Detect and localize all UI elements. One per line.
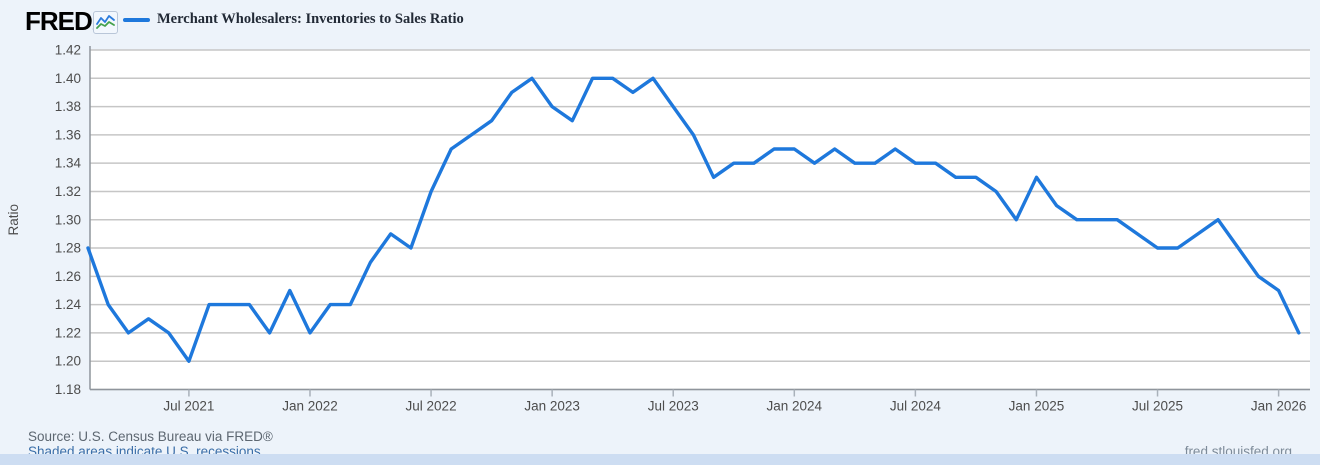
y-axis-title: Ratio bbox=[6, 204, 21, 236]
x-tick-label: Jan 2024 bbox=[767, 399, 823, 414]
y-tick-label: 1.28 bbox=[55, 241, 81, 256]
bottom-bar bbox=[0, 454, 1320, 465]
y-tick-label: 1.32 bbox=[55, 184, 81, 199]
legend-series-label[interactable]: Merchant Wholesalers: Inventories to Sal… bbox=[157, 10, 464, 27]
y-tick-label: 1.26 bbox=[55, 269, 81, 284]
x-tick-label: Jan 2023 bbox=[524, 399, 580, 414]
y-tick-label: 1.20 bbox=[55, 354, 81, 369]
header: FRED® Merchant Wholesalers: Inventories … bbox=[0, 0, 1320, 38]
y-tick-label: 1.18 bbox=[55, 382, 81, 397]
x-tick-label: Jul 2024 bbox=[890, 399, 942, 414]
y-tick-label: 1.38 bbox=[55, 99, 81, 114]
y-tick-label: 1.22 bbox=[55, 325, 81, 340]
x-tick-label: Jan 2025 bbox=[1009, 399, 1065, 414]
fred-logo-chart-icon bbox=[93, 11, 118, 34]
legend-line-swatch bbox=[123, 17, 150, 22]
y-tick-label: 1.24 bbox=[55, 297, 82, 312]
fred-logo-text: FRED bbox=[25, 6, 93, 36]
legend: Merchant Wholesalers: Inventories to Sal… bbox=[123, 0, 464, 38]
sparkline-icon bbox=[96, 15, 115, 29]
source-note: Source: U.S. Census Bureau via FRED® bbox=[28, 429, 273, 444]
x-tick-label: Jul 2021 bbox=[163, 399, 214, 414]
y-tick-label: 1.42 bbox=[55, 43, 81, 58]
series-line bbox=[86, 76, 1301, 363]
x-tick-label: Jul 2023 bbox=[648, 399, 699, 414]
x-tick-label: Jul 2022 bbox=[406, 399, 457, 414]
x-tick-label: Jan 2022 bbox=[282, 399, 338, 414]
y-tick-label: 1.40 bbox=[55, 71, 81, 86]
y-tick-label: 1.34 bbox=[55, 156, 82, 171]
y-tick-label: 1.36 bbox=[55, 127, 81, 142]
y-tick-label: 1.30 bbox=[55, 212, 81, 227]
x-tick-label: Jan 2026 bbox=[1251, 399, 1307, 414]
x-tick-label: Jul 2025 bbox=[1132, 399, 1183, 414]
chart-canvas[interactable]: 1.42 1.40 1.38 1.36 1.34 1.32 1.30 1.28 1.26 1.24… bbox=[0, 38, 1320, 453]
fred-logo[interactable]: FRED® bbox=[25, 6, 99, 37]
